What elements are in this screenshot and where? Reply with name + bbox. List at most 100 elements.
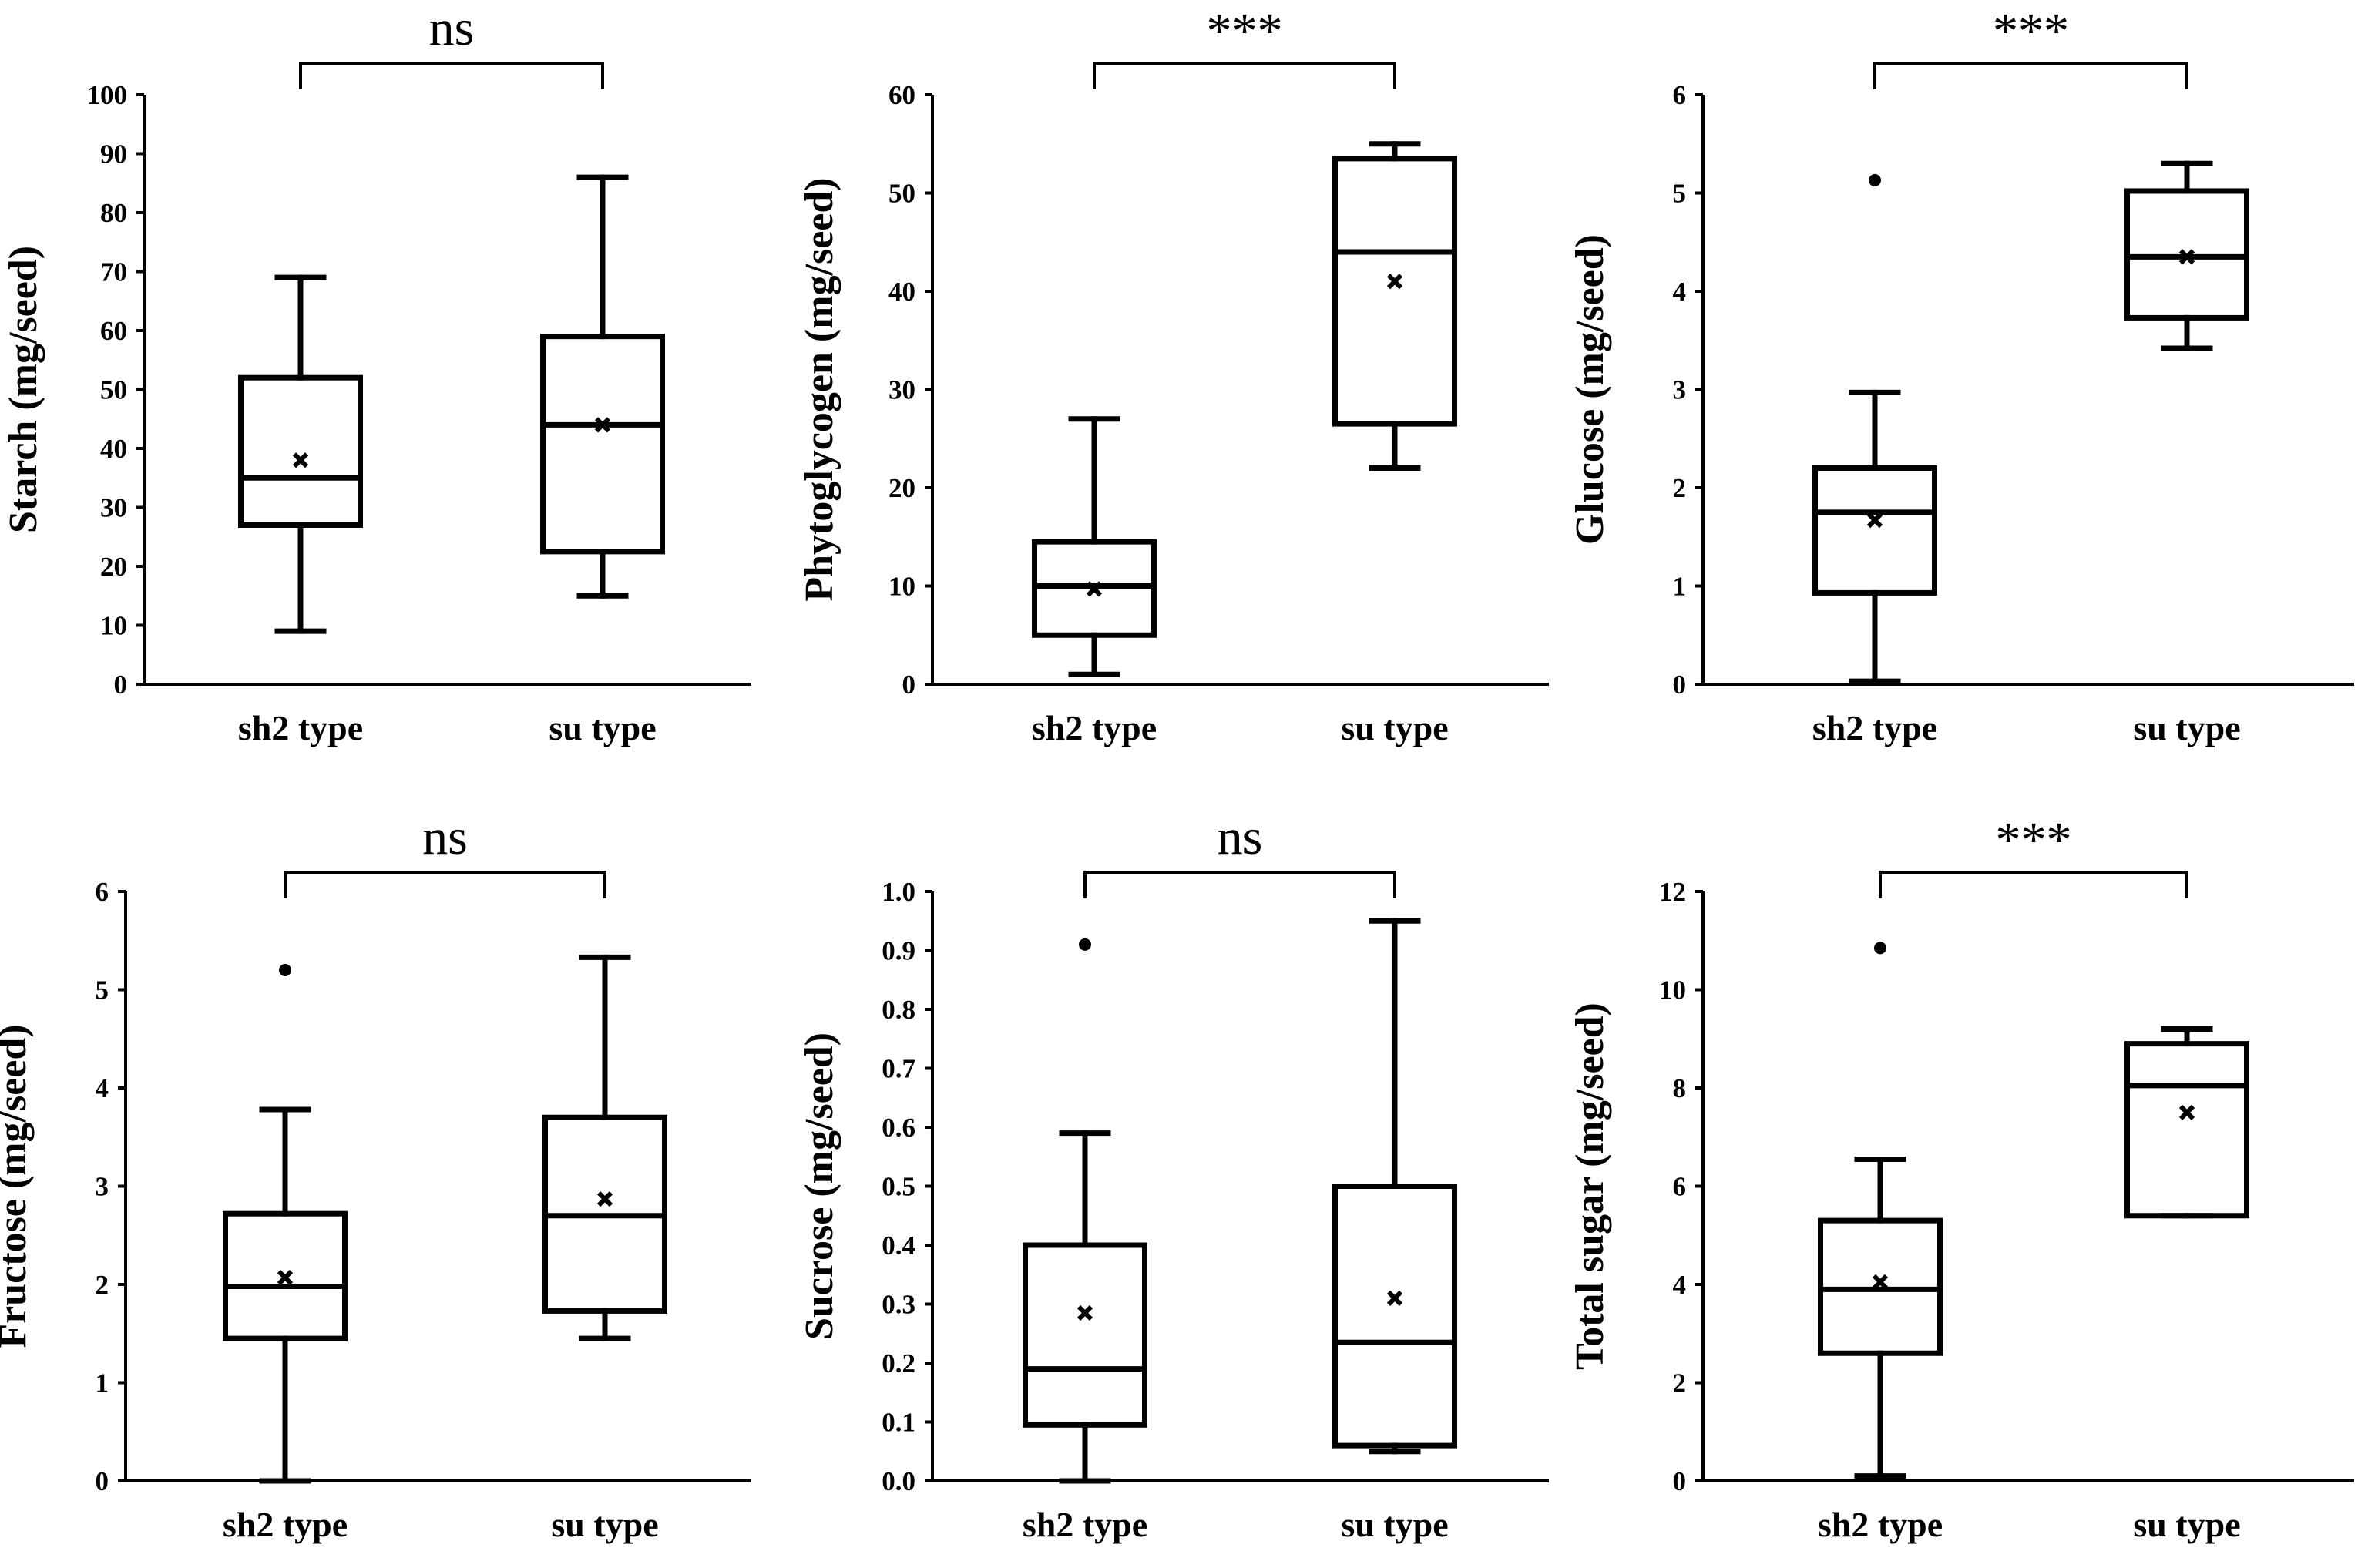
x-category-label: sh2 type [1812, 708, 1937, 747]
y-tick-label: 0.0 [882, 1466, 915, 1496]
y-axis-title: Fructose (mg/seed) [0, 1024, 35, 1348]
iqr-box [1812, 465, 1937, 596]
y-tick-label: 2 [96, 1270, 109, 1300]
panel-2: 0 10 20 30 40 50 60 Phytoglycogen (mg/seed) sh2 … [798, 3, 1549, 747]
y-tick-label: 6 [1673, 1172, 1687, 1202]
iqr-box [1023, 1242, 1147, 1428]
significance-label: *** [1993, 3, 2069, 59]
x-category-label: su type [1341, 708, 1448, 747]
y-axis-title: Total sugar (mg/seed) [1568, 1002, 1612, 1370]
mean-marker [596, 1190, 613, 1207]
panel-4: 0 1 2 3 4 5 6 Fructose (mg/seed) sh2 type su type… [0, 809, 751, 1544]
significance-bracket [284, 871, 606, 898]
y-tick-label: 6 [96, 877, 109, 907]
x-category-label: sh2 type [223, 1505, 348, 1544]
y-tick-label: 30 [888, 375, 915, 405]
box-su-type [1332, 141, 1457, 471]
box-sh2-type [1023, 938, 1147, 1484]
mean-marker [1086, 581, 1103, 597]
y-tick-label: 2 [1673, 473, 1687, 503]
y-tick-label: 40 [100, 434, 127, 464]
significance-bracket [1873, 62, 2188, 89]
mean-marker [1386, 1290, 1403, 1306]
mean-marker [594, 417, 611, 433]
y-tick-label: 60 [100, 316, 127, 346]
iqr-box [1332, 1184, 1457, 1449]
y-tick-label: 0.4 [882, 1231, 915, 1261]
y-axis-title: Phytoglycogen (mg/seed) [798, 177, 841, 601]
x-category-label: su type [2133, 708, 2240, 747]
y-tick-label: 3 [1673, 375, 1687, 405]
significance-bracket [1093, 62, 1396, 89]
outlier-point [1079, 938, 1091, 951]
box-sh2-type [223, 964, 348, 1484]
y-tick-label: 4 [1673, 1270, 1687, 1300]
box-su-type [1332, 918, 1457, 1455]
mean-marker [292, 452, 309, 468]
y-tick-label: 0 [1673, 670, 1687, 700]
box-su-type [2124, 160, 2249, 351]
iqr-box [2124, 1041, 2249, 1219]
y-tick-label: 1 [96, 1368, 109, 1398]
panel-5: 0.0 0.1 0.2 0.3 0.4 0.5 0.6 0.7 0.8 0.9 1.0 Sucrose… [798, 809, 1549, 1544]
y-tick-label: 20 [100, 552, 127, 582]
iqr-box [540, 334, 665, 555]
y-tick-label: 10 [100, 611, 127, 641]
y-tick-label: 0.6 [882, 1113, 915, 1143]
panel-1: 0 10 20 30 40 50 60 70 80 90 100 Starch (mg/seed) sh… [2, 0, 751, 747]
mean-marker [2178, 249, 2195, 265]
box-sh2-type [238, 274, 363, 634]
y-tick-label: 5 [1673, 179, 1687, 209]
panel-6: 0 2 4 6 8 10 12 Total sugar (mg/seed) sh2 type su… [1568, 812, 2354, 1544]
box-su-type [2124, 1026, 2249, 1219]
iqr-box [1332, 156, 1457, 427]
y-tick-label: 5 [96, 975, 109, 1006]
y-tick-label: 3 [96, 1172, 109, 1202]
x-category-label: sh2 type [238, 708, 363, 747]
significance-label: ns [422, 809, 468, 865]
y-tick-label: 30 [100, 493, 127, 523]
y-tick-label: 60 [888, 80, 915, 110]
y-tick-label: 20 [888, 473, 915, 503]
y-tick-label: 10 [888, 572, 915, 602]
y-tick-label: 0 [1673, 1466, 1687, 1496]
mean-marker [1866, 512, 1883, 529]
y-tick-label: 50 [100, 375, 127, 405]
box-su-type [542, 954, 667, 1341]
box-sh2-type [1032, 416, 1157, 677]
significance-bracket [299, 62, 604, 89]
mean-marker [1872, 1274, 1889, 1290]
iqr-box [223, 1210, 348, 1341]
y-tick-label: 6 [1673, 80, 1687, 110]
x-category-label: sh2 type [1023, 1505, 1147, 1544]
mean-marker [277, 1269, 294, 1286]
y-tick-label: 50 [888, 179, 915, 209]
y-tick-label: 90 [100, 139, 127, 170]
y-tick-label: 0.9 [882, 936, 915, 966]
mean-marker [2178, 1104, 2195, 1121]
x-category-label: su type [1341, 1505, 1448, 1544]
mean-marker [1077, 1304, 1093, 1321]
mean-marker [1386, 274, 1403, 290]
y-tick-label: 0.3 [882, 1290, 915, 1320]
x-category-label: sh2 type [1818, 1505, 1943, 1544]
significance-label: *** [1996, 812, 2072, 868]
outlier-point [1869, 173, 1881, 186]
y-tick-label: 0.5 [882, 1172, 915, 1202]
y-tick-label: 12 [1659, 877, 1686, 907]
significance-bracket [1083, 871, 1396, 898]
outlier-point [279, 964, 291, 976]
y-tick-label: 4 [1673, 277, 1687, 307]
y-tick-label: 0 [902, 670, 916, 700]
y-tick-label: 8 [1673, 1073, 1687, 1103]
y-axis-title: Sucrose (mg/seed) [798, 1032, 841, 1340]
x-category-label: su type [2133, 1505, 2240, 1544]
y-tick-label: 0.8 [882, 995, 915, 1025]
box-sh2-type [1812, 173, 1937, 684]
y-tick-label: 40 [888, 277, 915, 307]
outlier-point [1874, 942, 1886, 955]
y-tick-label: 0.7 [882, 1054, 915, 1084]
panel-3: 0 1 2 3 4 5 6 Glucose (mg/seed) sh2 type su type *… [1568, 3, 2354, 747]
y-tick-label: 1 [1673, 572, 1687, 602]
y-tick-label: 10 [1659, 975, 1686, 1006]
